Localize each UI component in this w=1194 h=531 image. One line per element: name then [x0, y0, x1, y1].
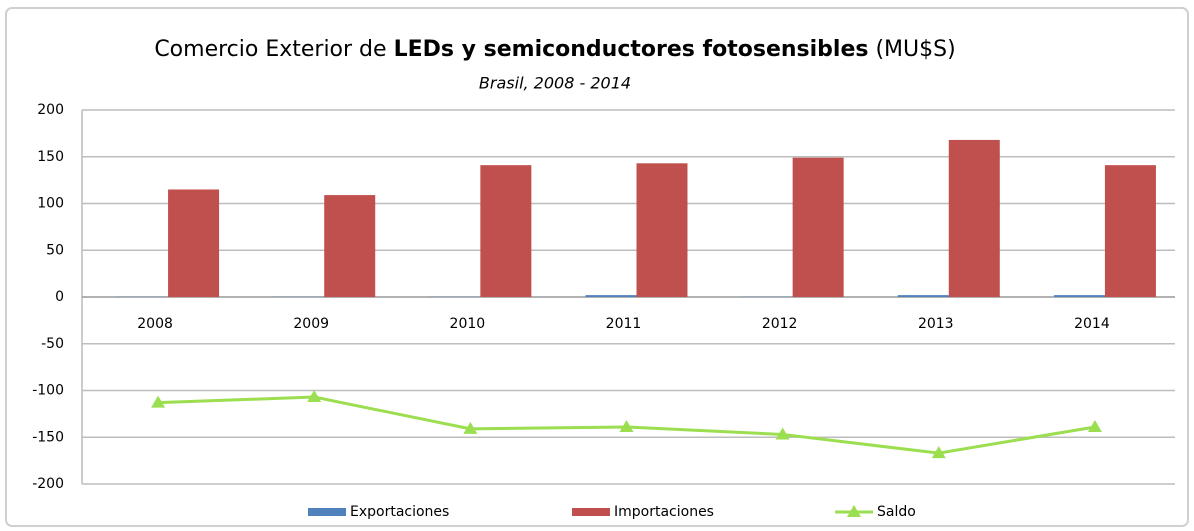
y-tick-label: 200 [37, 102, 64, 118]
legend-label: Saldo [877, 504, 916, 520]
bar [585, 295, 637, 297]
x-tick-label: 2008 [137, 316, 173, 332]
legend-label: Importaciones [614, 504, 714, 520]
marker [775, 427, 790, 440]
y-tick-label: -150 [32, 429, 64, 445]
y-tick-label: 100 [37, 196, 64, 212]
marker [307, 390, 322, 403]
marker [463, 421, 478, 434]
bar [168, 189, 220, 297]
bar [480, 165, 532, 297]
x-tick-label: 2014 [1074, 316, 1110, 332]
marker [619, 419, 634, 432]
marker [931, 446, 946, 459]
bar [897, 295, 949, 297]
x-tick-label: 2011 [606, 316, 642, 332]
marker [1087, 419, 1102, 432]
y-tick-label: 150 [37, 149, 64, 165]
bar [636, 163, 688, 297]
x-tick-label: 2013 [918, 316, 954, 332]
x-tick-label: 2012 [762, 316, 798, 332]
bar [948, 139, 1000, 297]
y-tick-label: 0 [55, 289, 64, 305]
legend-swatch [572, 508, 610, 516]
title-part: (MU$S) [875, 37, 955, 62]
y-tick-label: -100 [32, 383, 64, 399]
y-tick-label: -200 [32, 476, 64, 492]
legend-label: Exportaciones [350, 504, 449, 520]
chart-subtitle: Brasil, 2008 - 2014 [479, 74, 631, 93]
bar [324, 195, 376, 297]
legend-swatch [308, 508, 346, 516]
bar [1053, 295, 1105, 297]
bar [1104, 165, 1156, 297]
x-tick-label: 2010 [450, 316, 486, 332]
bar [792, 157, 844, 297]
y-tick-label: 50 [46, 242, 64, 258]
title-part: Comercio Exterior de [154, 37, 386, 62]
marker [151, 395, 166, 408]
y-tick-label: -50 [41, 336, 64, 352]
x-tick-label: 2009 [293, 316, 329, 332]
legend-swatch [847, 505, 861, 517]
title-part: LEDs y semiconductores fotosensibles [394, 37, 869, 62]
chart-title: Comercio Exterior de LEDs y semiconducto… [154, 37, 955, 62]
